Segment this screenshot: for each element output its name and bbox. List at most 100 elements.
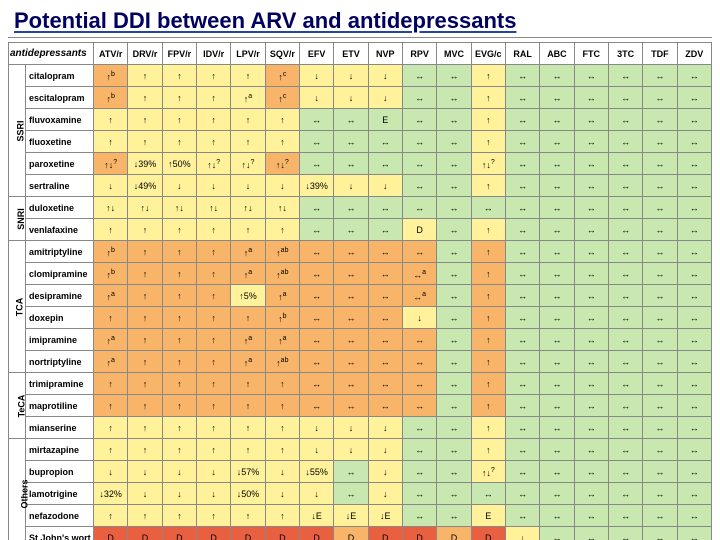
cell: ↑ [471, 109, 505, 131]
cell: ↔ [368, 329, 402, 351]
cell: ↔ [368, 241, 402, 263]
table-row: venlafaxine↑↑↑↑↑↑↔↔↔D↔↑↔↔↔↔↔↔ [9, 219, 712, 241]
cell: ↔ [574, 241, 608, 263]
cell: ↑ [471, 241, 505, 263]
cell: ↔ [437, 131, 471, 153]
cell: ↔ [402, 241, 436, 263]
cell: ↔ [540, 395, 574, 417]
cell: ↔ [608, 373, 642, 395]
cell: ↑ [162, 263, 196, 285]
cell: ↔ [677, 527, 711, 540]
col-efv: EFV [299, 43, 333, 65]
cell: ↔ [368, 395, 402, 417]
cell: ↔ [334, 109, 368, 131]
title-rule [8, 37, 712, 38]
cell: ↔ [608, 175, 642, 197]
cell: ↑ [94, 219, 128, 241]
cell: ↔a [402, 285, 436, 307]
cell: ↑↓ [94, 197, 128, 219]
cell: ↔ [402, 329, 436, 351]
cell: ↔ [643, 439, 677, 461]
drug-fluoxetine: fluoxetine [26, 131, 94, 153]
cell: ↔ [334, 153, 368, 175]
cell: ↔ [334, 351, 368, 373]
cell: ↓32% [94, 483, 128, 505]
cell: ↓ [197, 483, 231, 505]
cell: ↔ [574, 505, 608, 527]
cell: ↑ [128, 87, 162, 109]
cell: ↔ [643, 153, 677, 175]
cell: ↔ [368, 263, 402, 285]
cell: ↓49% [128, 175, 162, 197]
cell: ↓ [231, 175, 265, 197]
cell: ↔ [608, 307, 642, 329]
cell: ↔ [540, 109, 574, 131]
cell: ↔ [299, 263, 333, 285]
cell: ↑a [265, 329, 299, 351]
drug-escitalopram: escitalopram [26, 87, 94, 109]
cell: ↓ [197, 461, 231, 483]
cell: ↑ [128, 65, 162, 87]
col-abc: ABC [540, 43, 574, 65]
header-row: antidepressants ATV/rDRV/rFPV/rIDV/rLPV/… [9, 43, 712, 65]
cell: ↔ [574, 109, 608, 131]
cell: ↑ [162, 351, 196, 373]
cell: ↑ [231, 505, 265, 527]
cell: ↔ [677, 483, 711, 505]
cell: ↓ [334, 417, 368, 439]
cell: D [162, 527, 196, 540]
table-row: SSRIcitalopram↑b↑↑↑↑↑c↓↓↓↔↔↑↔↔↔↔↔↔ [9, 65, 712, 87]
table-row: St John's wortDDDDDDDDDDDD↓↔↔↔↔↔ [9, 527, 712, 540]
cell: ↑b [94, 241, 128, 263]
drug-clomipramine: clomipramine [26, 263, 94, 285]
cell: ↔ [505, 395, 539, 417]
cell: ↔ [299, 197, 333, 219]
cell: ↑ [265, 109, 299, 131]
cell: ↑ [471, 263, 505, 285]
cell: ↔ [643, 329, 677, 351]
col-etv: ETV [334, 43, 368, 65]
drug-venlafaxine: venlafaxine [26, 219, 94, 241]
cell: ↔ [505, 285, 539, 307]
cell: ↑b [265, 307, 299, 329]
cell: ↑a [231, 263, 265, 285]
cell: ↔ [334, 219, 368, 241]
cell: ↔ [574, 417, 608, 439]
cell: ↔ [574, 131, 608, 153]
cell: ↔ [402, 461, 436, 483]
table-body: SSRIcitalopram↑b↑↑↑↑↑c↓↓↓↔↔↑↔↔↔↔↔↔escita… [9, 65, 712, 540]
cell: ↔ [402, 87, 436, 109]
cell: ↔ [368, 307, 402, 329]
cell: ↔ [299, 351, 333, 373]
cell: ↔ [437, 483, 471, 505]
ddi-table-wrap: antidepressants ATV/rDRV/rFPV/rIDV/rLPV/… [0, 42, 720, 540]
cell: ↓ [265, 175, 299, 197]
cell: ↓ [402, 307, 436, 329]
cell: ↔ [540, 197, 574, 219]
cell: ↓ [334, 65, 368, 87]
cell: ↑↓ [162, 197, 196, 219]
cell: ↑ab [265, 263, 299, 285]
cell: ↓E [368, 505, 402, 527]
cell: ↑ [197, 505, 231, 527]
page-title: Potential DDI between ARV and antidepres… [0, 0, 720, 37]
cell: ↓55% [299, 461, 333, 483]
cell: D [197, 527, 231, 540]
group-others: Others [9, 439, 26, 540]
cell: ↔ [643, 285, 677, 307]
col-ral: RAL [505, 43, 539, 65]
cell: ↔ [299, 373, 333, 395]
cell: ↓ [334, 175, 368, 197]
cell: ↑ [471, 175, 505, 197]
table-row: mianserine↑↑↑↑↑↑↓↓↓↔↔↑↔↔↔↔↔↔ [9, 417, 712, 439]
cell: ↑a [265, 285, 299, 307]
cell: D [231, 527, 265, 540]
cell: ↔ [299, 131, 333, 153]
table-row: TeCAtrimipramine↑↑↑↑↑↑↔↔↔↔↔↑↔↔↔↔↔↔ [9, 373, 712, 395]
drug-mirtazapine: mirtazapine [26, 439, 94, 461]
cell: D [368, 527, 402, 540]
cell: ↔ [608, 351, 642, 373]
drug-nefazodone: nefazodone [26, 505, 94, 527]
cell: ↓ [368, 65, 402, 87]
cell: ↔ [299, 241, 333, 263]
